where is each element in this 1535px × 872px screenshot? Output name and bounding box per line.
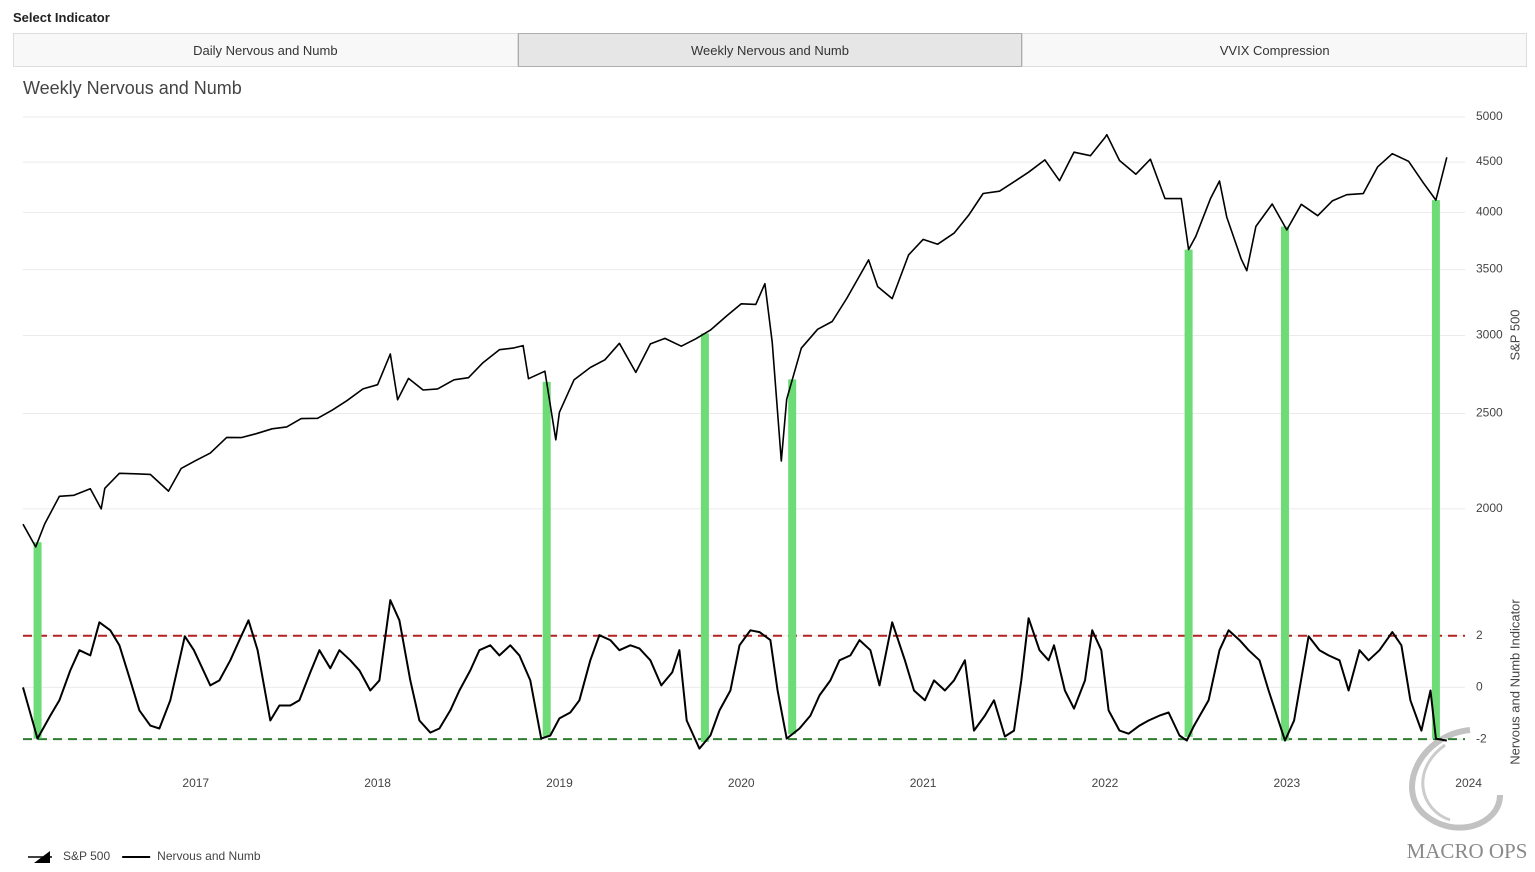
series-line: [22, 599, 1447, 750]
y2-axis-title: Nervous and Numb Indicator: [1507, 599, 1522, 765]
legend-label: Nervous and Numb: [157, 849, 261, 863]
y-axis-title: S&P 500: [1507, 309, 1522, 360]
x-tick-label: 2021: [910, 776, 937, 790]
y-tick-label: 2000: [1476, 501, 1503, 515]
tab-bar: Daily Nervous and Numb Weekly Nervous an…: [13, 33, 1528, 67]
chart-title: Weekly Nervous and Numb: [23, 78, 242, 98]
signal-bar: [1431, 200, 1440, 739]
y-tick-label: 4500: [1476, 154, 1503, 168]
y-tick-label: 4000: [1476, 205, 1503, 219]
y-tick-label: 2500: [1476, 406, 1503, 420]
legend-label: S&P 500: [63, 849, 110, 863]
signal-bar: [33, 542, 42, 739]
x-tick-label: 2018: [364, 776, 391, 790]
x-tick-label: 2020: [728, 776, 755, 790]
signal-bar: [788, 379, 797, 735]
signal-bar: [542, 381, 551, 737]
y2-tick-label: -2: [1476, 731, 1487, 745]
x-tick-label: 2019: [546, 776, 573, 790]
y-tick-label: 3500: [1476, 262, 1503, 276]
signal-bar: [700, 333, 709, 743]
y-tick-label: 3000: [1476, 328, 1503, 342]
tab[interactable]: Weekly Nervous and Numb: [517, 33, 1023, 67]
x-tick-label: 2023: [1273, 776, 1300, 790]
x-tick-label: 2024: [1455, 776, 1482, 790]
x-tick-label: 2017: [182, 776, 209, 790]
signal-bar: [1280, 226, 1289, 741]
y-tick-label: 5000: [1476, 109, 1503, 123]
tab[interactable]: VVIX Compression: [1022, 33, 1528, 67]
logo: MACRO OPS: [1407, 839, 1528, 863]
series-line: [22, 133, 1448, 548]
chart: Weekly Nervous and Numb S&P 500 Nervous …: [22, 78, 1528, 863]
logo-mark: [1409, 727, 1503, 831]
tab[interactable]: Daily Nervous and Numb: [13, 33, 518, 67]
select-label: Select Indicator: [13, 10, 110, 25]
y2-tick-label: 0: [1476, 680, 1483, 694]
y2-tick-label: 2: [1476, 628, 1483, 642]
x-tick-label: 2022: [1092, 776, 1119, 790]
legend-swatch: [34, 851, 50, 863]
signal-bar: [1184, 249, 1193, 737]
